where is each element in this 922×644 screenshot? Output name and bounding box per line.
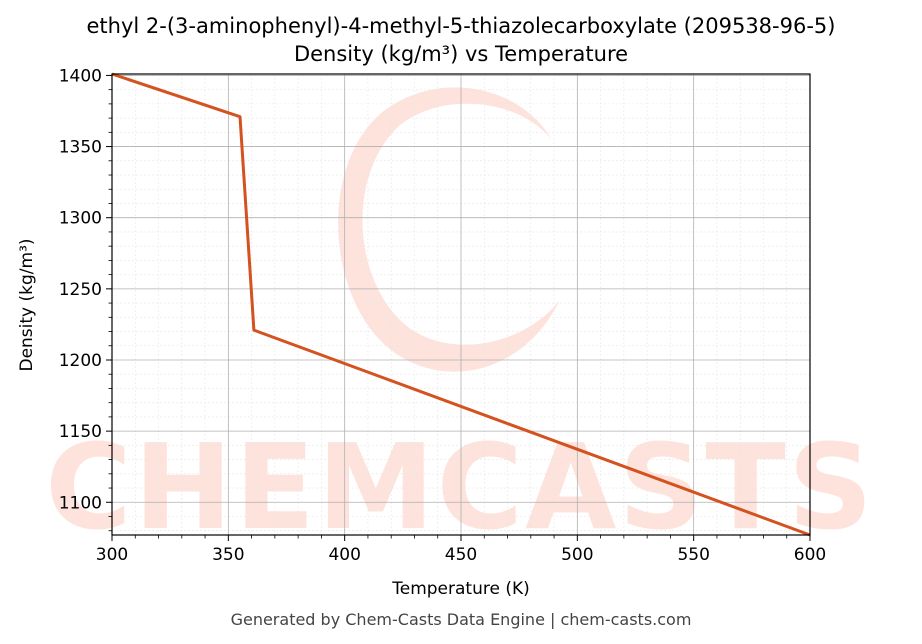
y-axis: 1100 1150 1200 1250 1300 1350 1400 bbox=[59, 66, 112, 532]
series-layer bbox=[111, 72, 811, 537]
y-tick-label: 1400 bbox=[59, 66, 102, 86]
x-tick-label: 600 bbox=[794, 545, 826, 565]
y-tick-label: 1300 bbox=[59, 209, 102, 229]
watermark-text: CHEMCASTS bbox=[45, 418, 875, 556]
x-tick-label: 300 bbox=[96, 545, 128, 565]
x-tick-label: 450 bbox=[445, 545, 477, 565]
series-line-0 bbox=[111, 72, 811, 537]
x-tick-label: 350 bbox=[212, 545, 244, 565]
x-tick-label: 550 bbox=[677, 545, 709, 565]
chart-subtitle: Density (kg/m³) vs Temperature bbox=[294, 42, 628, 66]
x-tick-label: 500 bbox=[561, 545, 593, 565]
y-tick-label: 1150 bbox=[59, 422, 102, 442]
footer-credit: Generated by Chem-Casts Data Engine | ch… bbox=[231, 610, 692, 629]
chart-title: ethyl 2-(3-aminophenyl)-4-methyl-5-thiaz… bbox=[87, 14, 836, 38]
y-axis-label: Density (kg/m³) bbox=[17, 238, 37, 371]
x-axis: 300 350 400 450 500 550 600 bbox=[96, 535, 826, 565]
x-tick-label: 400 bbox=[328, 545, 360, 565]
watermark: CHEMCASTS bbox=[45, 87, 875, 556]
y-tick-label: 1200 bbox=[59, 351, 102, 371]
major-grid bbox=[111, 74, 811, 535]
y-tick-label: 1250 bbox=[59, 280, 102, 300]
y-tick-label: 1100 bbox=[59, 493, 102, 513]
x-axis-label: Temperature (K) bbox=[391, 579, 530, 599]
y-tick-label: 1350 bbox=[59, 138, 102, 158]
